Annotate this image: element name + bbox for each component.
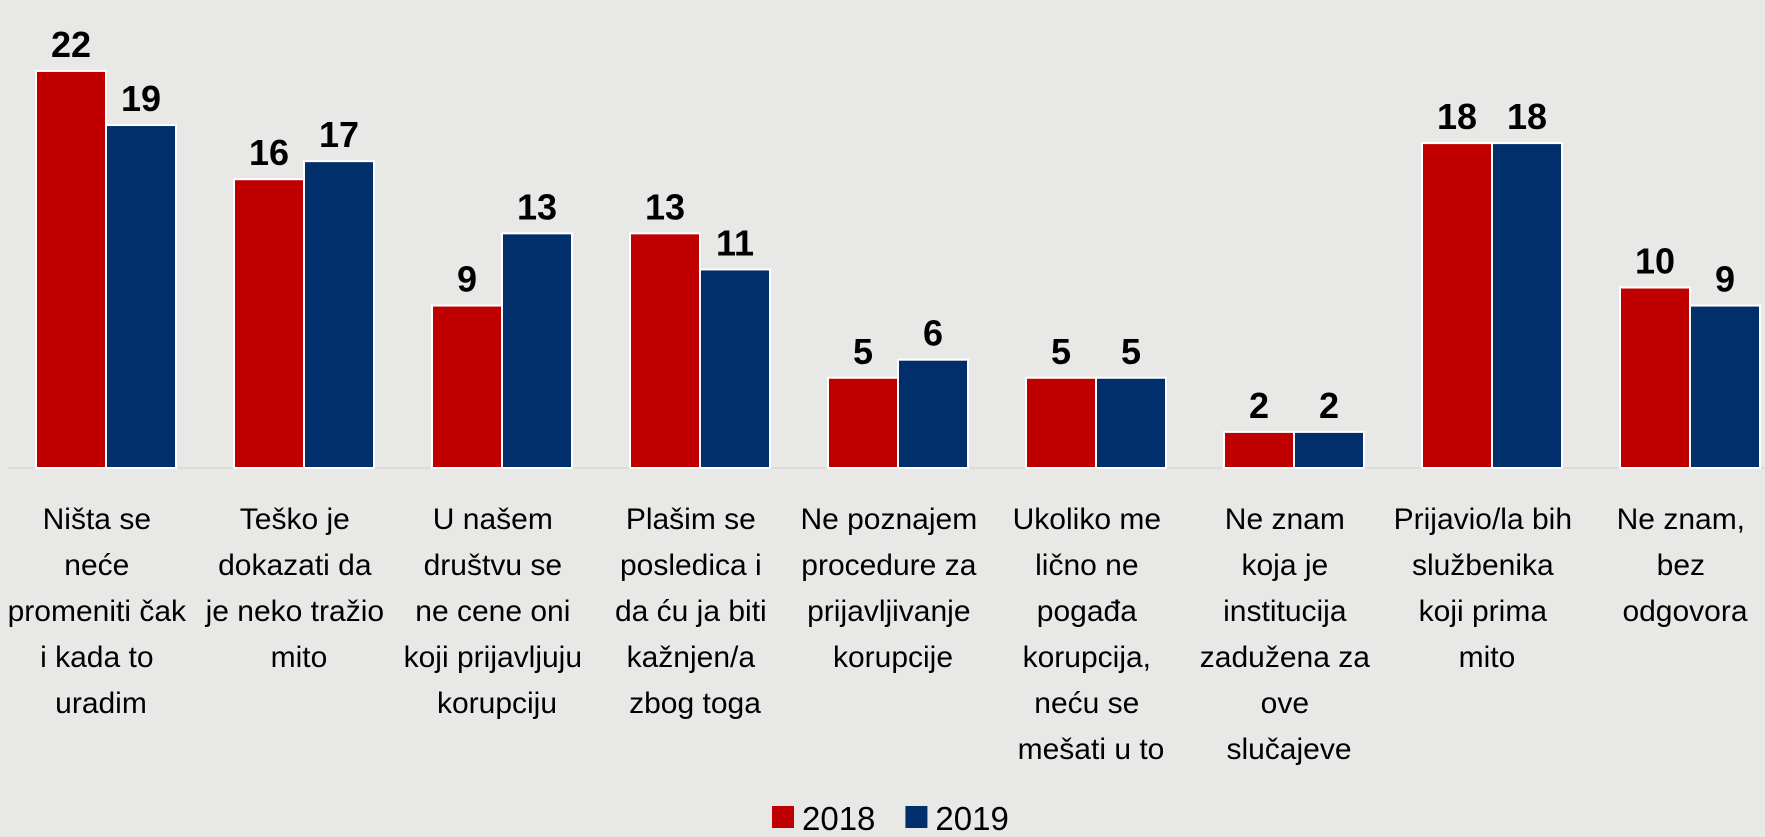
category-line: pogađa [1037,595,1145,628]
category-line: korupciju [437,687,557,720]
category-line: mito [1459,641,1516,674]
legend-label: 2018 [802,800,875,837]
category-line: koji prima [1419,595,1556,628]
category-line: neću se [1034,687,1147,720]
category-line: U našem [433,503,561,536]
bar [1421,142,1493,469]
category-line: ove [1261,687,1318,720]
legend-label: 2019 [935,800,1008,837]
data-label: 11 [716,222,754,263]
data-label: 2 [1249,385,1269,426]
category-label: U našem društvu se ne cene oni koji prij… [404,503,591,720]
category-line: koja je [1241,549,1336,582]
bar [1491,142,1563,469]
category-label: Ne znam, bez odgovora [1617,503,1754,628]
data-label: 9 [457,259,477,300]
bar [1689,304,1761,469]
category-line: koji prijavljuju [404,641,591,674]
category-line: Ništa se [43,503,160,536]
category-line: društvu se [424,549,571,582]
bar [35,69,107,470]
legend-swatch [772,806,794,828]
data-label: 19 [121,78,161,119]
bar [1293,430,1365,469]
category-line: mešati u to [1018,733,1165,766]
category-line: korupcija, [1023,641,1160,674]
category-line: neće [64,549,137,582]
category-label: Ne znam koja je institucija zadužena za … [1200,503,1378,766]
category-label: Plašim se posledica i da ću ja biti kažn… [615,503,775,720]
category-line: Ne znam, [1617,503,1754,536]
category-line: ne cene oni [415,595,578,628]
data-label: 5 [1051,331,1071,372]
category-line: kažnjen/a [627,641,764,674]
data-label: 5 [1121,331,1141,372]
category-line: zbog toga [629,687,761,720]
bar [303,160,375,469]
data-label: 9 [1715,259,1735,300]
bar [699,268,771,470]
category-line: zadužena za [1200,641,1378,674]
category-label: Ne poznajem procedure za prijavljivanje … [800,503,985,674]
category-line: Ne znam [1225,503,1353,536]
category-line: odgovora [1622,595,1747,628]
data-label: 18 [1507,96,1547,137]
bar [1095,376,1167,469]
data-label: 6 [923,313,943,354]
bar [431,304,503,469]
data-label: 22 [51,24,91,65]
category-line: korupcije [833,641,953,674]
category-line: da ću ja biti [615,595,775,628]
data-label: 13 [517,186,557,227]
bar [827,376,899,469]
bar [501,232,573,469]
data-label: 10 [1635,241,1675,282]
bar [1619,286,1691,469]
category-line: institucija [1223,595,1355,628]
category-line: Prijavio/la bih [1394,503,1581,536]
data-label: 18 [1437,96,1477,137]
category-line: službenika [1412,549,1562,582]
category-line: mito [271,641,328,674]
category-line: procedure za [801,549,984,582]
category-line: je neko tražio [205,595,393,628]
bar [629,232,701,469]
category-line: uradim [55,687,147,720]
bar [897,358,969,470]
data-label: 16 [249,132,289,173]
data-label: 13 [645,186,685,227]
category-line: dokazati da [218,549,380,582]
category-line: prijavljivanje [807,595,979,628]
data-label: 5 [853,331,873,372]
category-label: Teško je dokazati da je neko tražio mito [205,503,393,674]
data-label: 2 [1319,385,1339,426]
category-line: lično ne [1035,549,1147,582]
category-line: bez [1657,549,1714,582]
bar [1025,376,1097,469]
data-label: 17 [319,114,359,155]
category-line: posledica i [620,549,770,582]
category-label: Ukoliko me lično ne pogađa korupcija, ne… [1013,503,1170,766]
category-line: Ukoliko me [1013,503,1170,536]
category-line: Ne poznajem [800,503,985,536]
category-line: Plašim se [626,503,764,536]
category-line: promeniti čak [8,595,195,628]
bar [233,178,305,469]
bar [1223,430,1295,469]
category-label: Ništa se neće promeniti čak i kada to ur… [8,503,195,720]
category-line: Teško je [240,503,358,536]
category-line: slučajeve [1226,733,1351,766]
category-label: Prijavio/la bih službenika koji prima mi… [1394,503,1581,674]
legend-swatch [905,806,928,828]
category-line: i kada to [40,641,162,674]
bar [105,124,177,470]
